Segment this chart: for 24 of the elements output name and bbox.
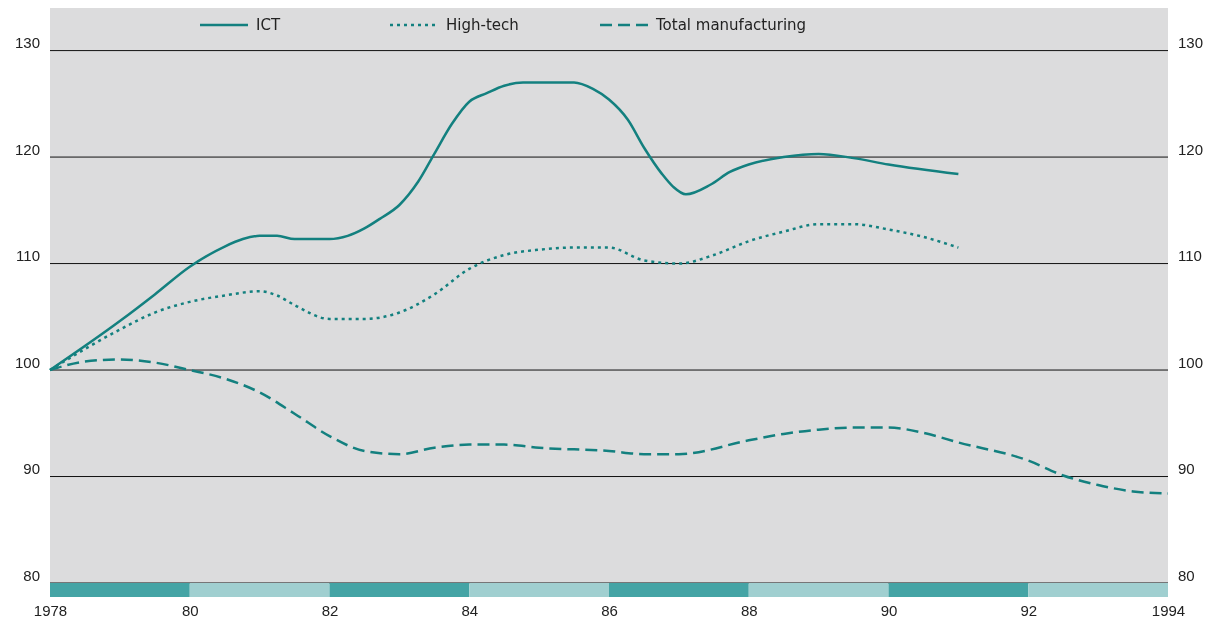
y-tick-label: 130 (14, 34, 40, 52)
x-tick-label: 80 (181, 601, 199, 619)
y-tick-label: 100 (14, 353, 40, 371)
y-tick-label: 120 (14, 140, 40, 158)
x-tick-label: 1994 (1151, 601, 1186, 619)
x-tick-label: 86 (601, 601, 618, 619)
x-tick-label: 88 (740, 601, 758, 619)
y-tick-label: 90 (23, 460, 40, 478)
y2-tick-label: 90 (1178, 460, 1195, 478)
y2-tick-label: 120 (1178, 140, 1204, 158)
y2-tick-label: 110 (1178, 247, 1202, 265)
y-tick-label: 80 (23, 566, 40, 584)
legend-label: High-tech (446, 16, 519, 35)
x-tick-label: 92 (1020, 601, 1038, 619)
y-tick-label: 110 (16, 247, 40, 265)
x-tick-label: 82 (321, 601, 339, 619)
x-tick-label: 84 (461, 601, 479, 619)
x-tick-label: 1978 (33, 601, 68, 619)
y2-tick-label: 130 (1178, 34, 1204, 52)
legend-label: Total manufacturing (655, 16, 807, 35)
x-tick-label: 90 (880, 601, 898, 619)
y2-tick-label: 80 (1178, 566, 1195, 584)
y2-tick-label: 100 (1178, 353, 1204, 371)
legend-label: ICT (256, 16, 281, 35)
